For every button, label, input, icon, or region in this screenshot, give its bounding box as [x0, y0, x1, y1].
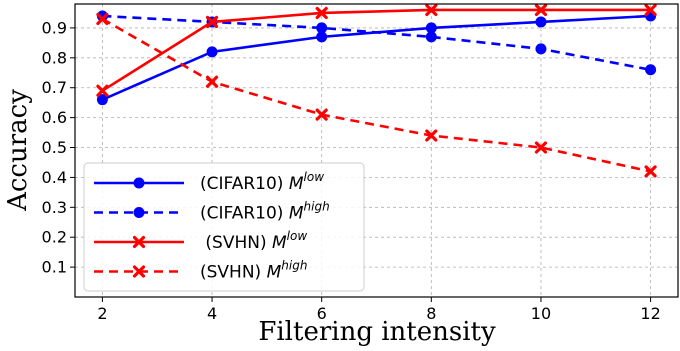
grid-lines	[75, 4, 678, 297]
series-3	[96, 12, 657, 178]
y-tick-label: 0.9	[42, 18, 67, 37]
legend-box	[83, 162, 365, 292]
data-point	[316, 31, 328, 43]
data-point	[425, 129, 438, 142]
y-tick-label: 0.3	[42, 198, 67, 217]
y-tick-label: 0.6	[42, 108, 67, 127]
legend-item: (CIFAR10) Mhigh	[94, 200, 330, 224]
legend-marker	[132, 235, 146, 249]
data-point	[205, 15, 219, 29]
x-axis-title: Filtering intensity	[258, 317, 496, 347]
series-2	[96, 3, 657, 97]
x-tick-label: 8	[426, 304, 436, 323]
series-line	[102, 14, 651, 72]
data-point	[206, 46, 218, 58]
legend-label: (CIFAR10) Mlow	[200, 170, 324, 194]
y-tick-label: 0.4	[42, 168, 67, 187]
data-point	[644, 165, 657, 178]
data-point	[644, 3, 657, 17]
x-tick-label: 10	[531, 304, 551, 323]
series-group	[96, 3, 657, 178]
data-point	[425, 22, 437, 34]
legend-marker	[133, 177, 145, 189]
data-point	[645, 64, 657, 76]
x-tick-label: 12	[640, 304, 660, 323]
y-tick-label: 0.1	[42, 258, 67, 277]
legend-marker	[132, 265, 146, 278]
legend-label: (SVHN) Mlow	[200, 229, 307, 253]
x-tick-label: 2	[97, 304, 107, 323]
legend-item: (CIFAR10) Mlow	[94, 170, 324, 194]
y-tick-label: 0.2	[42, 228, 67, 247]
data-point	[315, 6, 328, 20]
data-point	[535, 43, 547, 55]
data-point	[96, 94, 108, 106]
x-tick-label: 6	[317, 304, 327, 323]
y-axis-title: Accuracy	[3, 89, 33, 212]
plot-frame	[74, 3, 679, 298]
series-line	[101, 8, 651, 92]
data-point	[205, 75, 219, 88]
legend-label: (SVHN) Mhigh	[200, 259, 307, 283]
data-point	[96, 12, 109, 26]
legend-item: (SVHN) Mlow	[94, 229, 307, 253]
data-point	[96, 10, 108, 22]
x-axis-ticks: 2 4 6 8 10 12	[97, 297, 661, 323]
data-point	[316, 22, 328, 34]
y-axis-ticks: 0.1 0.2 0.3 0.4 0.5 0.6 0.7 0.8 0.9	[42, 18, 75, 277]
data-point	[315, 108, 328, 121]
legend-item: (SVHN) Mhigh	[94, 259, 307, 283]
legend-label: (CIFAR10) Mhigh	[200, 200, 330, 224]
data-point	[534, 3, 548, 17]
data-point	[534, 141, 548, 154]
data-point	[425, 3, 438, 17]
x-tick-label: 4	[207, 304, 217, 323]
data-point	[96, 84, 109, 97]
data-point	[425, 31, 437, 43]
y-tick-label: 0.7	[42, 78, 67, 97]
y-tick-label: 0.5	[42, 138, 67, 157]
series-line	[101, 17, 651, 173]
legend-marker	[133, 207, 145, 218]
legend: (CIFAR10) Mlow (CIFAR10) Mhigh (SVHN) Mlo…	[83, 162, 365, 292]
y-tick-label: 0.8	[42, 48, 67, 67]
data-point	[535, 16, 547, 28]
